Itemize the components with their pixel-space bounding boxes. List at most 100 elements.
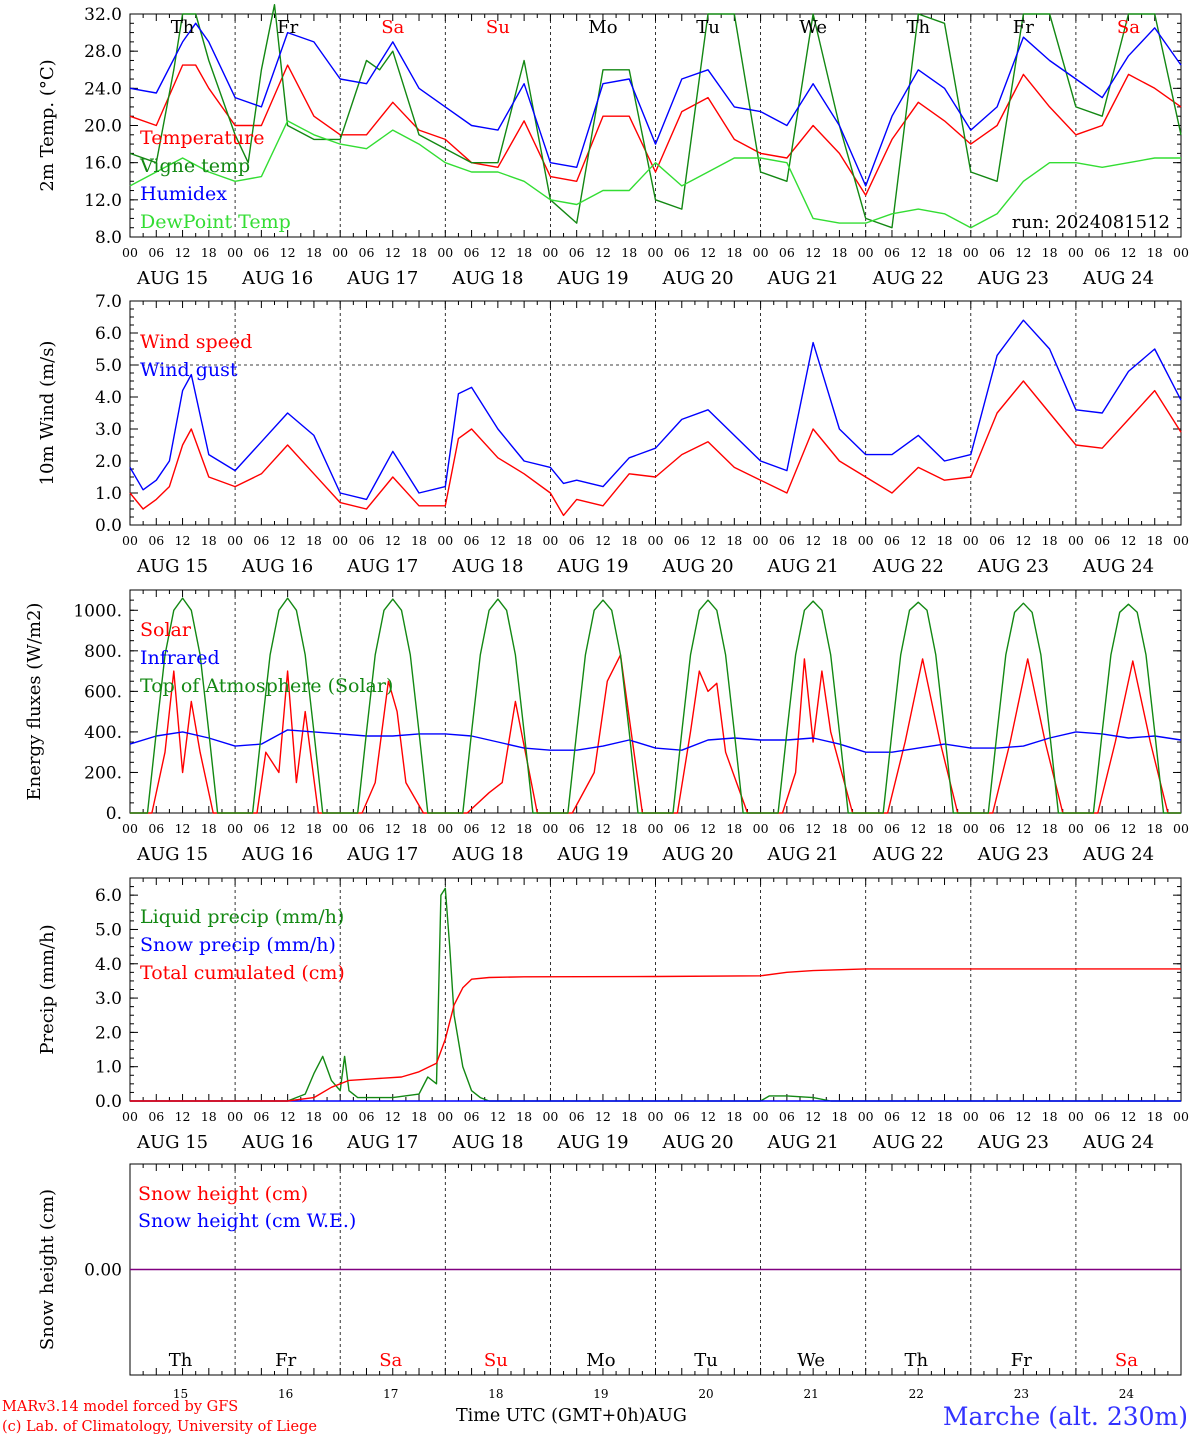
hour-label: 06 xyxy=(779,533,795,548)
hour-label: 18 xyxy=(621,533,637,548)
hour-label: 18 xyxy=(937,533,953,548)
hour-label: 12 xyxy=(1015,821,1031,836)
date-label: AUG 16 xyxy=(241,1132,313,1153)
hour-label: 18 xyxy=(201,533,217,548)
series-line-vigne-temp xyxy=(129,3,1182,229)
day-label-top: Fr xyxy=(1013,17,1034,38)
date-label: AUG 23 xyxy=(977,268,1049,289)
hour-label: 18 xyxy=(411,245,427,260)
hour-label: 12 xyxy=(595,821,611,836)
hour-label: 06 xyxy=(674,245,690,260)
hour-label: 12 xyxy=(700,533,716,548)
hour-label: 12 xyxy=(490,245,506,260)
y-axis-label: Precip (mm/h) xyxy=(37,924,58,1054)
hour-label: 12 xyxy=(175,245,191,260)
day-label-bottom: Su xyxy=(484,1350,508,1371)
hour-label: 18 xyxy=(621,245,637,260)
hour-label: 18 xyxy=(516,821,532,836)
hour-label: 00 xyxy=(753,245,769,260)
hour-label: 18 xyxy=(411,533,427,548)
day-number: 15 xyxy=(173,1387,188,1401)
day-label-bottom: Fr xyxy=(1011,1350,1032,1371)
y-tick-label: 3.0 xyxy=(95,989,122,1009)
hour-label: 00 xyxy=(332,245,348,260)
hour-label: 00 xyxy=(332,821,348,836)
legend-entry: Top of Atmosphere (Solar) xyxy=(140,675,393,697)
hour-label: 18 xyxy=(1147,533,1163,548)
day-label-top: Fr xyxy=(277,17,298,38)
hour-label: 12 xyxy=(385,1109,401,1124)
date-label: AUG 20 xyxy=(661,268,733,289)
legend-entry: DewPoint Temp xyxy=(140,211,291,233)
hour-label: 00 xyxy=(648,821,664,836)
hour-label: 00 xyxy=(858,245,874,260)
day-label-bottom: Fr xyxy=(275,1350,296,1371)
hour-label: 00 xyxy=(542,1109,558,1124)
hour-label: 00 xyxy=(648,245,664,260)
y-tick-label: 4.0 xyxy=(95,955,122,975)
hour-label: 06 xyxy=(359,821,375,836)
date-label: AUG 19 xyxy=(556,556,628,577)
hour-label: 00 xyxy=(858,533,874,548)
hour-label: 18 xyxy=(831,821,847,836)
hour-label: 18 xyxy=(621,1109,637,1124)
hour-label: 12 xyxy=(910,821,926,836)
hour-label: 18 xyxy=(411,1109,427,1124)
hour-label: 00 xyxy=(858,821,874,836)
credit-line-1: MARv3.14 model forced by GFS xyxy=(2,1399,239,1415)
hour-label: 18 xyxy=(201,821,217,836)
hour-label: 12 xyxy=(595,533,611,548)
hour-label: 12 xyxy=(805,533,821,548)
hour-label: 12 xyxy=(805,1109,821,1124)
y-tick-label: 32.0 xyxy=(84,5,122,25)
hour-label: 12 xyxy=(910,1109,926,1124)
hour-label: 12 xyxy=(385,245,401,260)
legend-entry: Temperature xyxy=(140,127,264,149)
hour-label: 00 xyxy=(227,821,243,836)
hour-label: 00 xyxy=(858,1109,874,1124)
hour-label: 12 xyxy=(700,245,716,260)
day-label-top: Sa xyxy=(381,17,404,38)
hour-label: 06 xyxy=(359,245,375,260)
date-label: AUG 24 xyxy=(1082,556,1154,577)
hour-label: 12 xyxy=(595,1109,611,1124)
date-label: AUG 22 xyxy=(872,268,944,289)
day-label-bottom: Sa xyxy=(379,1350,402,1371)
day-number: 17 xyxy=(383,1387,398,1401)
date-label: AUG 17 xyxy=(346,844,418,865)
hour-label: 06 xyxy=(779,1109,795,1124)
hour-label: 00 xyxy=(227,245,243,260)
hour-label: 06 xyxy=(1094,821,1110,836)
hour-label: 06 xyxy=(464,245,480,260)
hour-label: 06 xyxy=(569,1109,585,1124)
hour-label: 06 xyxy=(674,533,690,548)
day-label-bottom: Mo xyxy=(586,1350,615,1371)
hour-label: 12 xyxy=(1120,821,1136,836)
date-label: AUG 17 xyxy=(346,268,418,289)
legend-entry: Solar xyxy=(140,619,192,641)
hour-label: 18 xyxy=(306,245,322,260)
day-number: 24 xyxy=(1119,1387,1135,1401)
hour-label: 06 xyxy=(359,533,375,548)
y-tick-label: 2.0 xyxy=(95,452,122,472)
day-number: 23 xyxy=(1014,1387,1029,1401)
hour-label: 00 xyxy=(963,821,979,836)
series-line-temperature xyxy=(129,64,1182,196)
month-label: AUG xyxy=(645,1406,687,1426)
hour-label: 18 xyxy=(411,821,427,836)
hour-label: 06 xyxy=(464,1109,480,1124)
hour-label: 00 xyxy=(753,821,769,836)
hour-label: 06 xyxy=(253,245,269,260)
hour-label: 18 xyxy=(937,1109,953,1124)
hour-label: 18 xyxy=(201,1109,217,1124)
hour-label: 12 xyxy=(910,245,926,260)
hour-label: 18 xyxy=(516,245,532,260)
hour-label: 18 xyxy=(306,533,322,548)
hour-label: 00 xyxy=(1068,533,1084,548)
date-label: AUG 15 xyxy=(136,556,208,577)
legend-entry: Liquid precip (mm/h) xyxy=(140,906,344,928)
y-tick-label: 3.0 xyxy=(95,420,122,440)
date-label: AUG 22 xyxy=(872,1132,944,1153)
series-line-wind-speed xyxy=(129,380,1182,517)
hour-label: 00 xyxy=(332,533,348,548)
